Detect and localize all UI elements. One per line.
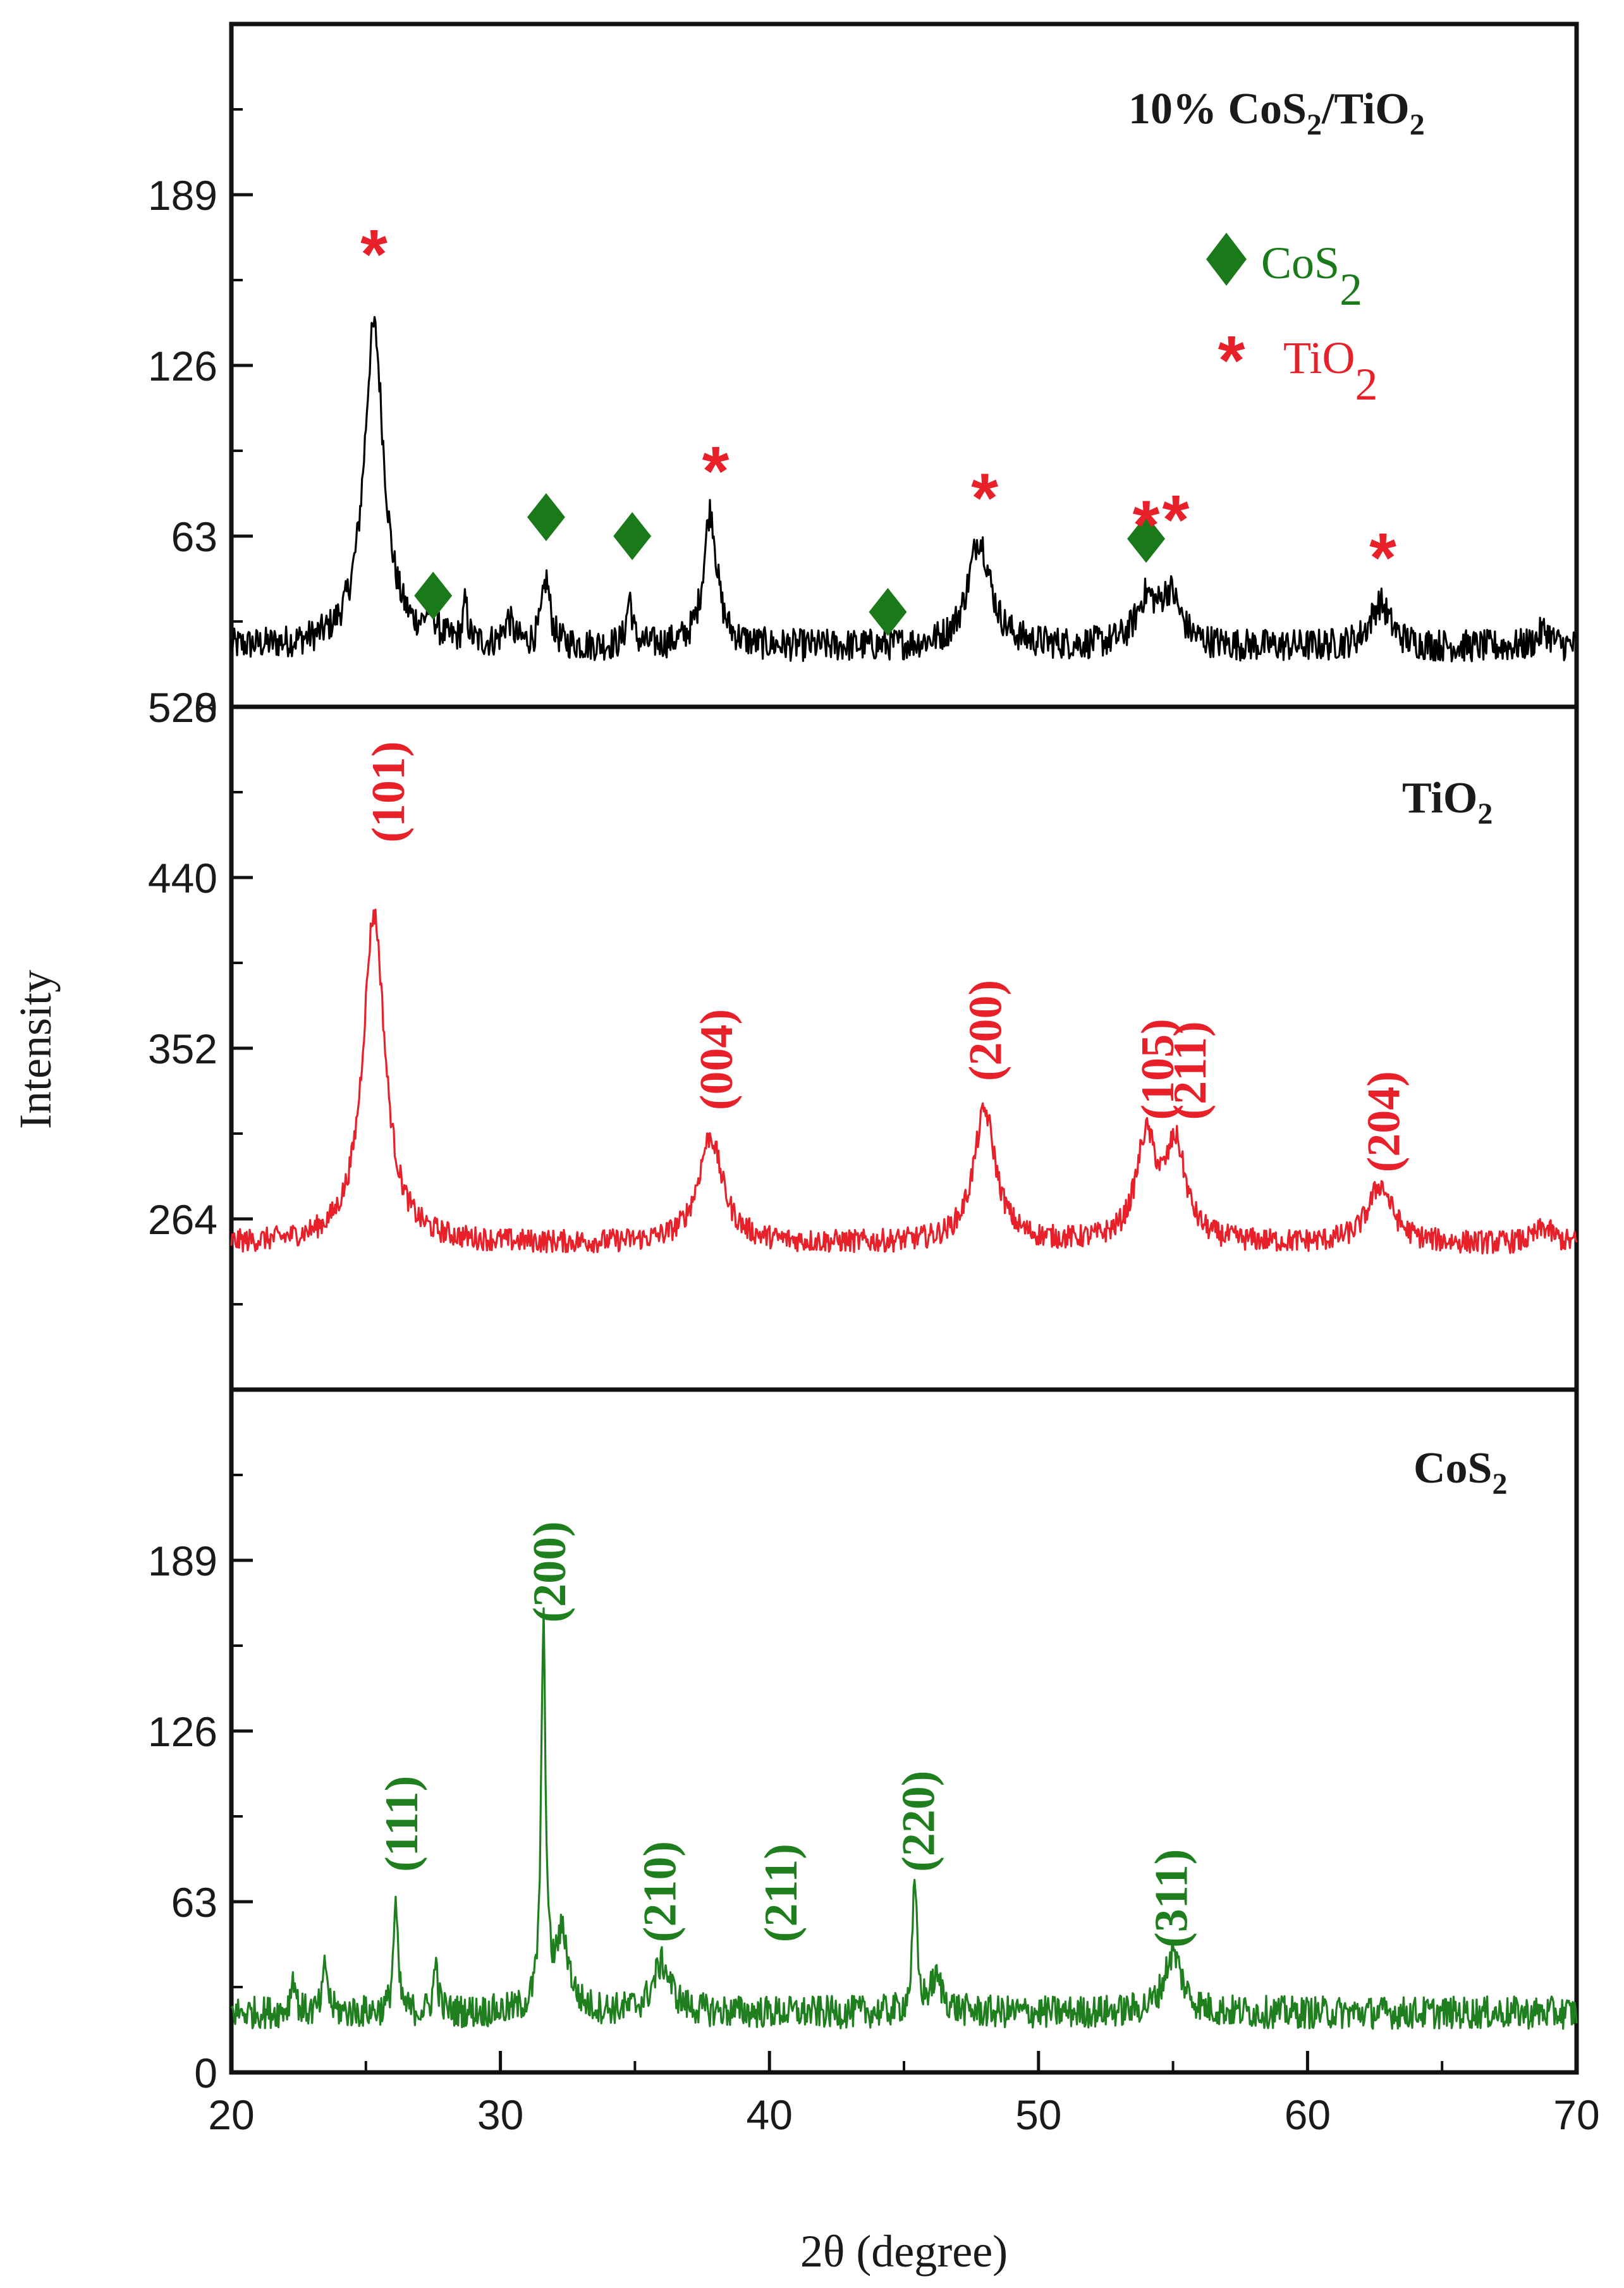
legend-cos2-text: CoS xyxy=(1261,238,1340,288)
panel-title-cos2-sub1: 2 xyxy=(1492,1467,1507,1501)
tio2-star-marker: * xyxy=(702,432,730,510)
legend-diamond-icon xyxy=(1206,233,1247,286)
x-tick-label: 60 xyxy=(1285,2091,1331,2138)
panel-title-composite-sub2: 2 xyxy=(1410,108,1425,142)
plane-label-cos2: (111) xyxy=(376,1776,428,1872)
tio2-star-marker: * xyxy=(1369,519,1396,597)
cos2-diamond-marker xyxy=(613,512,652,560)
x-tick-label: 70 xyxy=(1553,2091,1599,2138)
panel-title-cos2-a: CoS xyxy=(1413,1444,1492,1493)
legend-tio2-text: TiO xyxy=(1283,333,1355,383)
y-tick-label-cos2: 126 xyxy=(148,1708,217,1755)
panel-title-composite-sub1: 2 xyxy=(1307,108,1322,142)
x-tick-label: 40 xyxy=(746,2091,792,2138)
panel-title-tio2-a: TiO xyxy=(1402,774,1477,823)
panel-title-tio2: TiO2 xyxy=(1402,774,1493,831)
plane-label-tio2: (211) xyxy=(1164,1021,1216,1120)
cos2-diamond-marker xyxy=(527,493,565,541)
legend-tio2-sub: 2 xyxy=(1355,359,1377,410)
legend: CoS2 * TiO2 xyxy=(1206,233,1377,410)
y-tick-label-tio2: 352 xyxy=(148,1025,217,1072)
plane-label-tio2: (004) xyxy=(691,1009,743,1110)
cos2-diamond-marker xyxy=(1127,515,1166,563)
tio2-star-marker: * xyxy=(1133,487,1160,565)
series-line-cos2 xyxy=(230,1607,1578,2030)
x-tick-label: 20 xyxy=(208,2091,254,2138)
plane-label-tio2: (101) xyxy=(363,741,415,842)
plane-label-cos2: (210) xyxy=(635,1841,687,1942)
y-axis-title: Intensity xyxy=(10,970,61,1129)
y-tick-label-cos2: 0 xyxy=(194,2050,217,2096)
cos2-diamond-marker xyxy=(414,572,453,620)
annotation-layer: ** * * * *(101)(004) (200) (105)(211)(204)(111… xyxy=(360,216,1410,1948)
tio2-star-marker: * xyxy=(360,216,388,293)
series-line-tio2 xyxy=(230,908,1578,1255)
series-layer xyxy=(230,315,1578,2030)
plane-label-tio2: (200) xyxy=(960,980,1012,1081)
y-tick-label-composite: 63 xyxy=(171,513,217,560)
panel-title-composite-a: 10% CoS xyxy=(1128,85,1307,133)
plane-label-cos2: (200) xyxy=(524,1521,576,1622)
y-tick-label-tio2: 264 xyxy=(148,1196,217,1243)
panel-frame-tio2 xyxy=(229,704,1579,1392)
tio2-star-marker: * xyxy=(1162,481,1189,559)
plane-label-cos2: (220) xyxy=(893,1771,944,1872)
legend-star-icon: * xyxy=(1218,322,1245,400)
y-tick-label-composite: 189 xyxy=(148,172,217,219)
y-tick-label-cos2: 189 xyxy=(148,1538,217,1584)
tio2-star-marker: * xyxy=(971,460,998,537)
plane-label-tio2: (105) xyxy=(1132,1019,1184,1120)
plane-label-cos2: (311) xyxy=(1145,1849,1197,1948)
x-tick-label: 30 xyxy=(477,2091,523,2138)
panel-title-cos2: CoS2 xyxy=(1413,1444,1507,1501)
y-tick-label-tio2: 440 xyxy=(148,855,217,902)
plane-label-cos2: (211) xyxy=(755,1844,807,1942)
cos2-diamond-marker xyxy=(869,588,907,636)
panel-title-tio2-sub1: 2 xyxy=(1477,797,1493,831)
y-tick-label-composite: 0 xyxy=(194,684,217,731)
y-tick-label-composite: 126 xyxy=(148,343,217,389)
legend-cos2-label: CoS2 xyxy=(1261,238,1362,315)
y-tick-label-tio2: 528 xyxy=(148,684,217,731)
legend-cos2-sub: 2 xyxy=(1340,264,1362,315)
plane-label-tio2: (204) xyxy=(1358,1071,1410,1172)
panel-title-composite-b: /TiO xyxy=(1321,85,1410,133)
x-axis-title: 2θ (degree) xyxy=(800,2226,1008,2277)
y-tick-label-cos2: 63 xyxy=(171,1879,217,1926)
series-line-composite xyxy=(230,315,1577,663)
legend-tio2-label: TiO2 xyxy=(1283,333,1377,410)
panel-title-composite: 10% CoS2/TiO2 xyxy=(1128,85,1425,142)
x-tick-label: 50 xyxy=(1015,2091,1061,2138)
